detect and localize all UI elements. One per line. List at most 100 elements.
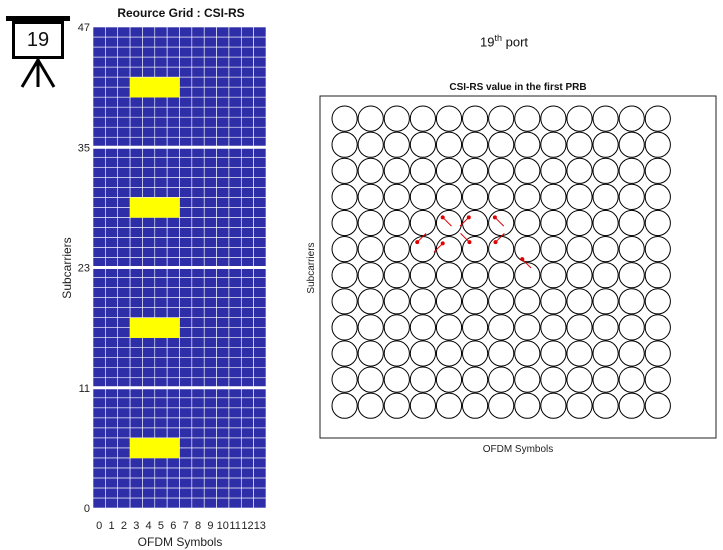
grid-cell [253,297,267,308]
prb-circle [435,105,463,132]
prb-circle [357,340,384,367]
grid-cell [228,136,242,148]
prb-circle [357,157,384,184]
grid-cell [240,497,254,509]
grid-cell [253,187,267,198]
grid-cell [179,227,193,238]
grid-cell [142,297,156,308]
grid-cell [191,377,205,389]
grid-cell [154,367,168,379]
grid-cell [203,347,217,358]
grid-cell [216,166,230,178]
grid-cell [92,297,106,308]
grid-x-tick-label: 2 [121,520,127,532]
grid-cell [142,307,156,318]
grid-cell [203,46,217,58]
grid-cell [154,347,168,358]
csi-rs-cell [166,207,180,218]
grid-cell [142,487,156,499]
grid-cell [154,337,168,348]
grid-cell [216,237,230,248]
grid-cell [142,116,156,128]
csi-rs-cell [154,437,168,449]
prb-circle [592,392,619,419]
easel-legs-icon [20,58,56,88]
grid-cell [191,36,205,48]
grid-cell [216,56,230,68]
grid-cell [253,357,267,369]
resource-grid-cells [92,26,267,509]
grid-cell [203,86,217,98]
prb-circle [618,366,645,393]
grid-cell [253,197,267,208]
grid-cell [154,387,168,399]
grid-cell [154,136,168,148]
grid-cell [117,327,131,338]
grid-cell [228,187,242,198]
grid-cell [154,497,168,509]
grid-cell [166,427,180,439]
grid-cell [129,237,143,248]
grid-cell [253,217,267,228]
prb-circle [488,157,515,184]
grid-cell [240,177,254,188]
prb-circle [357,105,384,132]
prb-circle [644,314,671,341]
grid-cell [179,407,193,419]
grid-cell [216,447,230,459]
grid-cell [142,66,156,78]
grid-cell [203,487,217,499]
grid-cell [191,317,205,328]
grid-cell [216,407,230,419]
grid-cell [253,487,267,499]
prb-circle [644,209,671,237]
prb-circle [488,366,515,393]
grid-cell [240,26,254,38]
grid-cell [105,156,119,168]
grid-cell [216,307,230,318]
prb-circle [540,105,567,132]
grid-cell [216,467,230,479]
grid-cell [92,457,106,469]
grid-cell [142,187,156,198]
csi-rs-cell [154,197,168,208]
grid-cell [191,247,205,258]
grid-cell [216,257,230,268]
grid-cell [129,257,143,268]
grid-cell [105,457,119,469]
grid-cell [166,187,180,198]
prb-circle [566,366,593,393]
grid-cell [166,166,180,178]
grid-cell [191,106,205,118]
grid-cell [154,36,168,48]
prb-circle [644,131,671,158]
grid-cell [105,377,119,389]
grid-cell [92,357,106,369]
grid-cell [129,287,143,298]
grid-cell [179,217,193,228]
prb-circle [540,209,567,237]
csi-rs-cell [129,447,143,459]
grid-cell [129,217,143,228]
grid-cell [117,126,131,138]
csi-rs-vector [442,216,452,227]
grid-cell [179,26,193,38]
grid-cell [117,457,131,469]
grid-cell [216,337,230,348]
grid-cell [228,477,242,489]
grid-cell [92,96,106,108]
grid-cell [154,156,168,168]
grid-cell [117,146,131,158]
grid-x-tick-label: 6 [170,520,176,532]
grid-cell [105,297,119,308]
grid-cell [240,467,254,479]
grid-cell [154,487,168,499]
grid-cell [228,197,242,208]
grid-cell [166,357,180,369]
prb-circle [540,262,567,289]
grid-cell [228,447,242,459]
prb-circle [383,183,410,210]
csi-rs-point [415,240,420,245]
grid-cell [216,457,230,469]
grid-cell [240,36,254,48]
